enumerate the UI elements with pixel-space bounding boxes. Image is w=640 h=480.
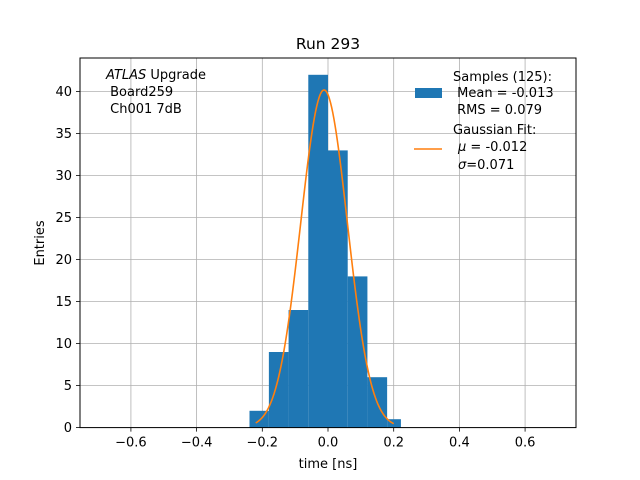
mu-value: = -0.012 [466, 140, 527, 155]
sigma-symbol: σ [458, 158, 467, 173]
upgrade-label: Upgrade [146, 68, 206, 83]
atlas-label: ATLAS [105, 68, 146, 83]
x-tick-label: 0.2 [383, 436, 404, 451]
x-tick-label: 0.4 [449, 436, 470, 451]
histogram-bar [328, 150, 348, 428]
legend-samples-rms: RMS = 0.079 [453, 103, 542, 118]
mu-symbol: μ [457, 140, 466, 155]
legend-samples-patch [415, 88, 442, 98]
legend-samples-title: Samples (125): [453, 70, 552, 85]
sigma-value: =0.071 [466, 158, 514, 173]
y-tick-label: 5 [64, 379, 72, 394]
y-tick-label: 20 [55, 253, 72, 268]
x-tick-label: −0.2 [247, 436, 279, 451]
atlas-annotation: ATLAS Upgrade Board259 Ch001 7dB [105, 68, 206, 117]
y-tick-label: 15 [55, 295, 72, 310]
x-tick-label: −0.4 [181, 436, 213, 451]
legend-fit-mu: μ = -0.012 [457, 140, 527, 155]
chart-title: Run 293 [296, 35, 360, 53]
y-tick-label: 0 [64, 421, 72, 436]
histogram-bar [308, 74, 328, 428]
y-tick-label: 35 [55, 127, 72, 142]
histogram-bar [288, 310, 309, 428]
x-axis-label: time [ns] [299, 457, 358, 472]
y-axis-label: Entries [33, 220, 48, 266]
histogram-bar [268, 352, 289, 428]
legend-fit-sigma: σ=0.071 [458, 158, 514, 173]
x-axis-ticks: −0.6 −0.4 −0.2 0.0 0.2 0.4 0.6 [115, 427, 536, 451]
gaussian-fit-curve [255, 89, 395, 425]
annotation-line-1: ATLAS Upgrade [105, 68, 206, 83]
annotation-line-2: Board259 [106, 85, 173, 100]
legend-samples-mean: Mean = -0.013 [453, 86, 554, 101]
legend-fit-title: Gaussian Fit: [453, 123, 536, 138]
y-tick-label: 30 [55, 169, 72, 184]
y-tick-label: 10 [55, 337, 72, 352]
y-tick-label: 25 [55, 211, 72, 226]
x-tick-label: −0.6 [115, 436, 147, 451]
histogram-bar [387, 419, 401, 428]
histogram-bars [249, 74, 401, 428]
x-tick-label: 0.6 [515, 436, 536, 451]
gaussian-fit [255, 89, 395, 425]
annotation-line-3: Ch001 7dB [106, 102, 182, 117]
x-tick-label: 0.0 [318, 436, 339, 451]
histogram-bar [347, 276, 368, 428]
legend: Samples (125): Mean = -0.013 RMS = 0.079… [414, 70, 554, 173]
y-tick-label: 40 [55, 85, 72, 100]
y-axis-ticks: 0 5 10 15 20 25 30 35 40 [55, 85, 80, 436]
